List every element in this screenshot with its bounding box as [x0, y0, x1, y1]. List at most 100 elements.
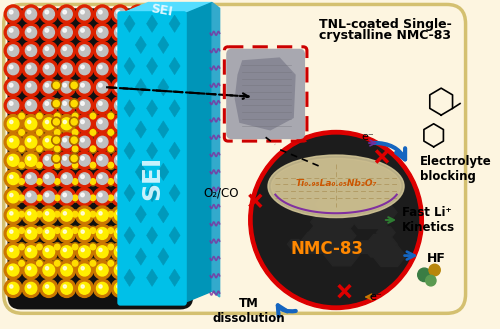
Polygon shape	[322, 176, 341, 189]
Circle shape	[45, 10, 48, 14]
Circle shape	[58, 5, 76, 23]
Circle shape	[22, 23, 40, 41]
Polygon shape	[146, 15, 158, 32]
Circle shape	[79, 173, 90, 184]
Circle shape	[52, 154, 61, 163]
Polygon shape	[169, 57, 180, 75]
Circle shape	[19, 261, 24, 266]
Circle shape	[54, 146, 60, 152]
Circle shape	[63, 29, 66, 32]
Circle shape	[43, 118, 54, 130]
Circle shape	[8, 45, 19, 56]
Circle shape	[106, 242, 115, 251]
Circle shape	[40, 206, 58, 224]
Circle shape	[18, 144, 26, 153]
Circle shape	[4, 279, 22, 297]
Circle shape	[18, 193, 26, 202]
Circle shape	[22, 206, 40, 224]
Circle shape	[10, 266, 13, 270]
Polygon shape	[346, 196, 397, 228]
Circle shape	[71, 242, 80, 251]
Circle shape	[43, 27, 54, 38]
Circle shape	[70, 117, 79, 127]
Circle shape	[71, 226, 80, 235]
Circle shape	[58, 133, 76, 151]
Circle shape	[28, 248, 31, 252]
Circle shape	[111, 96, 129, 114]
Circle shape	[116, 120, 120, 124]
Circle shape	[35, 210, 43, 218]
Circle shape	[35, 259, 43, 267]
Circle shape	[26, 173, 36, 184]
Circle shape	[28, 266, 31, 270]
Circle shape	[58, 114, 76, 133]
Circle shape	[61, 264, 72, 276]
Circle shape	[40, 23, 58, 41]
Polygon shape	[146, 57, 158, 75]
Circle shape	[76, 114, 94, 133]
Circle shape	[54, 82, 60, 89]
Circle shape	[4, 114, 22, 133]
Circle shape	[54, 162, 60, 168]
Circle shape	[106, 112, 115, 120]
Circle shape	[94, 5, 111, 23]
Circle shape	[61, 118, 72, 130]
Circle shape	[4, 188, 22, 206]
Circle shape	[132, 191, 143, 203]
Circle shape	[40, 78, 58, 96]
Polygon shape	[136, 163, 146, 181]
Circle shape	[99, 230, 102, 233]
Circle shape	[98, 157, 102, 160]
Circle shape	[134, 65, 138, 69]
Circle shape	[36, 130, 42, 135]
Polygon shape	[288, 240, 302, 249]
Circle shape	[4, 261, 22, 279]
Circle shape	[61, 155, 72, 166]
Circle shape	[43, 264, 54, 276]
Circle shape	[72, 146, 78, 152]
Circle shape	[72, 212, 78, 217]
Circle shape	[98, 138, 102, 142]
Circle shape	[88, 210, 97, 218]
Circle shape	[22, 279, 40, 297]
Circle shape	[26, 100, 36, 111]
Circle shape	[58, 60, 76, 78]
Circle shape	[98, 47, 102, 50]
Polygon shape	[300, 232, 333, 253]
Polygon shape	[136, 248, 146, 265]
Polygon shape	[124, 227, 135, 244]
Circle shape	[108, 162, 114, 168]
Circle shape	[76, 188, 94, 206]
Polygon shape	[158, 36, 169, 54]
Circle shape	[111, 78, 129, 96]
Circle shape	[76, 169, 94, 188]
Circle shape	[45, 29, 48, 32]
Circle shape	[132, 8, 143, 20]
Circle shape	[108, 179, 114, 184]
Polygon shape	[310, 208, 356, 236]
Circle shape	[52, 99, 61, 108]
Circle shape	[54, 130, 60, 135]
Circle shape	[10, 139, 13, 142]
Circle shape	[52, 117, 61, 127]
Circle shape	[36, 162, 42, 168]
Circle shape	[129, 188, 147, 206]
Circle shape	[28, 285, 31, 288]
Circle shape	[429, 264, 440, 276]
Circle shape	[28, 139, 31, 142]
Circle shape	[58, 206, 76, 224]
Circle shape	[22, 114, 40, 133]
Circle shape	[36, 113, 42, 119]
Circle shape	[26, 8, 36, 20]
Circle shape	[79, 27, 90, 38]
Circle shape	[106, 161, 115, 169]
Circle shape	[10, 175, 13, 178]
Circle shape	[98, 83, 102, 87]
Circle shape	[71, 112, 80, 120]
Polygon shape	[136, 206, 146, 223]
Circle shape	[27, 193, 31, 197]
Circle shape	[4, 60, 22, 78]
Circle shape	[129, 114, 147, 133]
Circle shape	[22, 96, 40, 114]
Circle shape	[116, 102, 120, 105]
